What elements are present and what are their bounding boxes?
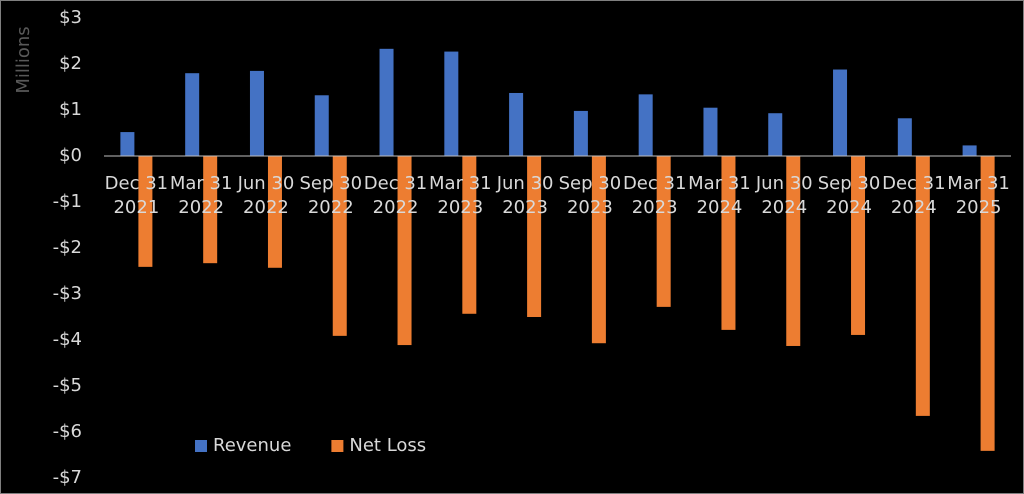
bar [138, 156, 153, 267]
legend-label: Net Loss [349, 435, 426, 456]
y-tick-label: $0 [59, 145, 82, 166]
legend-swatch [331, 440, 344, 452]
bar [509, 92, 524, 156]
bar [527, 156, 542, 317]
bar [851, 156, 866, 335]
bar [980, 156, 995, 451]
x-tick-label: 2024 [891, 197, 937, 218]
bar [379, 48, 394, 156]
bar [397, 156, 412, 346]
x-tick-label: Sep 30 [818, 173, 881, 194]
x-tick-label: 2024 [697, 197, 743, 218]
x-tick-label: 2023 [502, 197, 548, 218]
x-tick-label: 2025 [956, 197, 1002, 218]
x-tick-label: Mar 31 [170, 173, 233, 194]
x-tick-label: Jun 30 [755, 173, 813, 194]
bar [120, 132, 135, 156]
y-tick-label: $2 [59, 53, 82, 74]
x-tick-label: 2024 [826, 197, 872, 218]
x-tick-label: 2022 [373, 197, 419, 218]
legend-label: Revenue [213, 435, 291, 456]
y-axis-label: Millions [13, 26, 34, 93]
y-tick-label: -$4 [53, 329, 82, 350]
bar [915, 156, 930, 416]
bar [314, 95, 329, 156]
bar [833, 69, 848, 156]
y-tick-label: -$7 [53, 467, 82, 488]
x-tick-label: Sep 30 [299, 173, 362, 194]
x-tick-label: Dec 31 [364, 173, 427, 194]
y-tick-label: -$3 [53, 283, 82, 304]
x-tick-label: Dec 31 [882, 173, 945, 194]
x-tick-label: Mar 31 [688, 173, 751, 194]
bar [897, 118, 912, 156]
x-tick-label: 2023 [437, 197, 483, 218]
bar [768, 113, 783, 156]
x-tick-label: Dec 31 [623, 173, 686, 194]
x-tick-label: Mar 31 [947, 173, 1010, 194]
bar [656, 156, 671, 307]
x-tick-label: 2022 [178, 197, 224, 218]
bar [332, 156, 347, 336]
bar [185, 73, 200, 156]
bar [638, 94, 653, 156]
x-tick-label: 2022 [243, 197, 289, 218]
x-tick-label: 2023 [632, 197, 678, 218]
bar [962, 145, 977, 156]
bar [573, 110, 588, 156]
bar [462, 156, 477, 314]
x-tick-label: Mar 31 [429, 173, 492, 194]
bar [721, 156, 736, 330]
bar [249, 70, 264, 156]
x-tick-label: Jun 30 [237, 173, 295, 194]
bar [591, 156, 606, 344]
x-tick-label: 2021 [113, 197, 159, 218]
y-tick-label: -$5 [53, 375, 82, 396]
x-tick-label: 2024 [761, 197, 807, 218]
y-tick-label: $3 [59, 7, 82, 28]
bar [703, 107, 718, 156]
x-tick-label: Dec 31 [105, 173, 168, 194]
bar [267, 156, 282, 268]
bar [203, 156, 218, 264]
x-tick-label: Jun 30 [496, 173, 554, 194]
y-tick-label: -$2 [53, 237, 82, 258]
legend-swatch [195, 440, 207, 452]
x-tick-label: 2023 [567, 197, 613, 218]
x-tick-label: Sep 30 [559, 173, 622, 194]
y-tick-label: $1 [59, 99, 82, 120]
bar [786, 156, 801, 346]
x-tick-label: 2022 [308, 197, 354, 218]
bar [444, 51, 459, 156]
y-tick-label: -$1 [53, 191, 82, 212]
y-tick-label: -$6 [53, 421, 82, 442]
